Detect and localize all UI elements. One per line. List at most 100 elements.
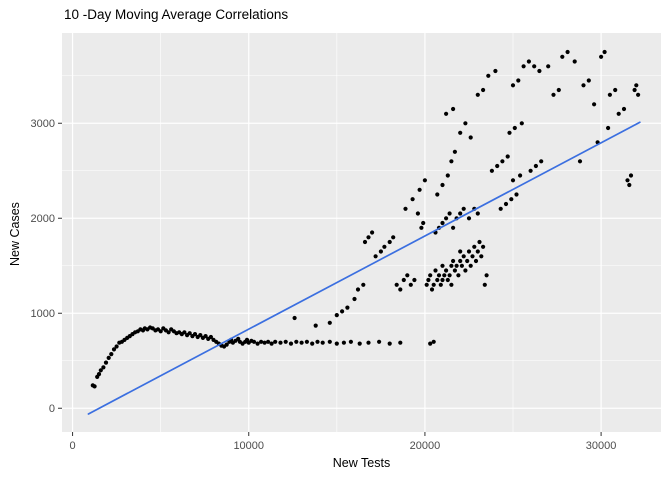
data-point <box>503 201 509 207</box>
data-point <box>362 239 368 245</box>
data-point <box>572 59 577 64</box>
data-point <box>334 341 339 346</box>
data-point <box>477 239 482 245</box>
data-point <box>514 192 519 197</box>
data-point <box>447 273 452 278</box>
data-point <box>510 83 516 88</box>
data-point <box>509 197 514 202</box>
data-point <box>466 249 472 254</box>
data-point <box>366 340 371 345</box>
data-point <box>468 135 473 140</box>
data-point <box>106 355 111 360</box>
data-point <box>382 244 387 249</box>
data-point <box>463 268 468 273</box>
data-point <box>182 330 187 335</box>
data-point <box>408 282 413 287</box>
data-point <box>447 211 452 216</box>
data-point <box>539 159 544 164</box>
data-point <box>586 78 591 83</box>
data-point <box>602 49 607 55</box>
data-point <box>592 102 597 107</box>
data-point <box>518 173 523 178</box>
data-point <box>355 287 361 292</box>
data-point <box>403 206 408 211</box>
data-point <box>426 277 431 283</box>
data-point <box>421 220 426 226</box>
chart-title: 10 -Day Moving Average Correlations <box>64 7 289 22</box>
data-point <box>340 309 345 314</box>
data-point <box>458 211 463 216</box>
data-point <box>454 263 459 268</box>
data-point <box>166 330 171 335</box>
data-point <box>366 235 371 240</box>
data-point <box>348 339 353 344</box>
data-point <box>103 360 109 365</box>
data-point <box>533 163 539 169</box>
data-point <box>621 106 627 112</box>
data-point <box>627 182 632 188</box>
y-tick-label: 0 <box>49 403 55 415</box>
data-point <box>444 268 449 273</box>
data-point <box>288 341 294 346</box>
data-point <box>313 323 318 328</box>
data-point <box>466 216 472 221</box>
data-point <box>440 277 445 283</box>
data-point <box>431 339 436 344</box>
data-point <box>436 273 442 278</box>
data-point <box>405 273 410 278</box>
y-tick-label: 2000 <box>31 213 55 225</box>
data-point <box>352 296 357 302</box>
data-point <box>613 87 618 93</box>
data-point <box>632 87 637 93</box>
data-point <box>428 341 433 346</box>
data-point <box>565 49 570 55</box>
data-point <box>435 192 440 197</box>
data-point <box>92 384 97 389</box>
data-point <box>495 163 500 169</box>
data-point <box>507 130 512 135</box>
data-point <box>415 211 420 216</box>
data-point <box>556 87 561 93</box>
data-point <box>111 347 117 352</box>
data-point <box>424 282 429 287</box>
data-point <box>546 64 551 69</box>
data-point <box>459 263 464 268</box>
data-point <box>475 249 480 254</box>
data-point <box>410 197 415 202</box>
data-point <box>357 341 362 346</box>
data-point <box>292 315 297 321</box>
data-point <box>473 258 479 264</box>
data-point <box>625 178 630 183</box>
data-point <box>452 149 457 154</box>
data-point <box>315 339 320 344</box>
data-point <box>528 168 533 173</box>
data-point <box>465 258 470 264</box>
data-point <box>398 340 403 345</box>
data-point <box>481 87 486 93</box>
x-tick-label: 0 <box>70 440 76 452</box>
data-point <box>251 339 257 344</box>
data-point <box>98 368 103 373</box>
data-point <box>378 249 383 254</box>
data-point <box>482 282 487 287</box>
data-point <box>273 339 278 344</box>
data-point <box>114 344 119 349</box>
data-point <box>377 339 382 344</box>
data-point <box>299 340 304 345</box>
data-point <box>444 216 449 221</box>
data-point <box>255 341 260 346</box>
data-point <box>581 83 586 88</box>
data-point <box>532 64 537 69</box>
data-point <box>461 206 466 211</box>
data-point <box>452 268 457 273</box>
data-point <box>394 282 399 287</box>
trend-line <box>87 121 641 415</box>
data-point <box>458 130 463 135</box>
data-point <box>599 54 604 59</box>
data-point <box>262 340 267 345</box>
data-point <box>468 263 473 268</box>
data-point <box>519 121 524 126</box>
data-point <box>481 244 486 249</box>
y-axis-title: New Cases <box>8 202 22 266</box>
